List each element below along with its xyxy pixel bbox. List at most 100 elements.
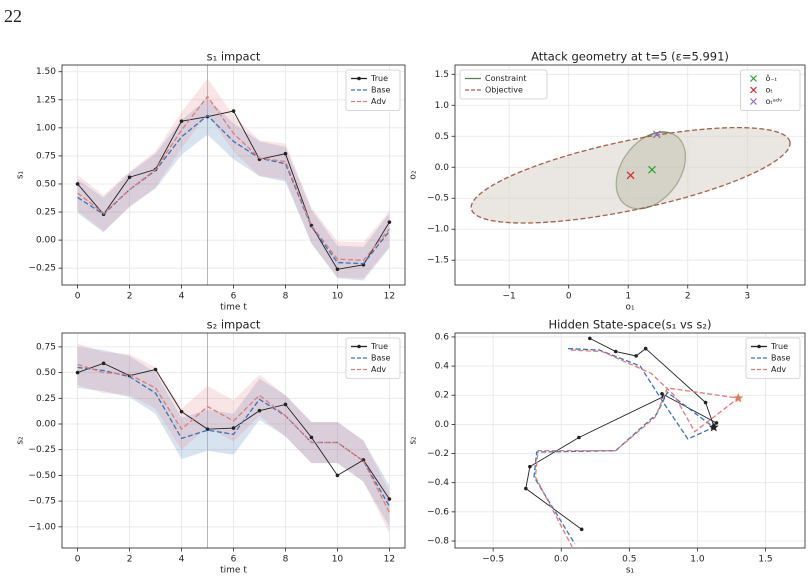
y-tick-label: −0.25 xyxy=(28,264,56,274)
y-axis-label: s₂ xyxy=(409,436,419,445)
chart-title: Hidden State-space(s₁ vs s₂) xyxy=(548,318,711,332)
band xyxy=(77,78,390,279)
x-tick-label: 1.0 xyxy=(690,555,705,565)
y-tick-label: −1.0 xyxy=(427,225,449,235)
point xyxy=(231,109,236,113)
x-tick-label: 1 xyxy=(625,292,631,302)
legend-label: ô₋ₜ xyxy=(766,73,777,83)
point xyxy=(387,497,392,501)
x-tick-label: 12 xyxy=(384,292,395,302)
point xyxy=(613,349,618,354)
plot-frame xyxy=(61,332,406,549)
point xyxy=(231,426,236,430)
point xyxy=(257,408,262,413)
highlight-star xyxy=(708,422,719,432)
legend-swatch xyxy=(757,344,761,349)
band xyxy=(77,343,390,533)
y-tick-label: 0.75 xyxy=(36,151,56,161)
plot-frame xyxy=(454,64,806,286)
x-tick-label: 2 xyxy=(685,292,691,302)
point xyxy=(75,370,80,375)
x-tick-label: 3 xyxy=(744,292,750,302)
point xyxy=(153,367,158,372)
series-line xyxy=(534,349,740,548)
x-tick-label: 1.5 xyxy=(758,555,772,565)
y-tick-label: 1.25 xyxy=(36,95,56,105)
legend-swatch xyxy=(750,86,757,94)
point xyxy=(387,220,392,224)
point xyxy=(101,361,106,366)
x-tick-label: −0.5 xyxy=(482,555,504,565)
x-tick-label: 8 xyxy=(283,555,289,565)
point xyxy=(577,435,581,440)
point xyxy=(361,458,366,462)
y-tick-label: 0.00 xyxy=(36,419,56,429)
legend-label: True xyxy=(770,342,788,351)
point xyxy=(179,409,184,414)
y-tick-label: 1.50 xyxy=(36,67,56,77)
y-tick-label: −1.00 xyxy=(28,522,56,532)
point xyxy=(335,473,340,478)
legend-swatch xyxy=(750,75,757,82)
legend-box xyxy=(459,69,548,100)
x-tick-label: 0.0 xyxy=(554,555,569,565)
y-tick-label: −0.50 xyxy=(28,471,56,481)
y-axis-label: o₂ xyxy=(409,170,419,180)
y-tick-label: 1.0 xyxy=(435,101,450,111)
plot-content xyxy=(75,65,392,285)
plot-frame xyxy=(454,332,806,549)
series-line xyxy=(77,366,390,507)
y-tick-label: 1.5 xyxy=(435,70,449,80)
legend-label: Objective xyxy=(485,86,523,95)
x-tick-label: 6 xyxy=(231,292,237,302)
y-tick-label: 0.2 xyxy=(435,391,449,401)
y-tick-label: 0.5 xyxy=(435,132,449,142)
series-line xyxy=(77,363,390,513)
x-marker xyxy=(652,130,661,139)
x-tick-label: 0.5 xyxy=(622,555,636,565)
chart-title: Attack geometry at t=5 (ε=5.991) xyxy=(531,50,729,64)
y-tick-label: 0.25 xyxy=(36,208,56,218)
band xyxy=(77,98,390,281)
plot-content xyxy=(524,336,744,548)
point xyxy=(714,421,719,425)
plot-content xyxy=(470,126,791,224)
series-line xyxy=(533,347,716,545)
legend-label: True xyxy=(370,74,388,83)
y-axis-label: s₁ xyxy=(16,170,26,179)
x-axis-label: s₁ xyxy=(626,566,635,576)
point xyxy=(524,486,528,491)
point xyxy=(588,336,592,341)
point xyxy=(528,464,532,469)
x-tick-label: 6 xyxy=(231,555,237,565)
point xyxy=(127,175,132,180)
band xyxy=(77,346,390,527)
point xyxy=(579,527,584,532)
legend-swatch xyxy=(357,344,361,349)
point xyxy=(660,391,664,396)
y-tick-label: −0.2 xyxy=(427,449,449,459)
chart-title: s₁ impact xyxy=(207,50,261,64)
y-tick-label: 0.6 xyxy=(435,332,450,342)
x-tick-label: 4 xyxy=(179,292,185,302)
x-marker xyxy=(626,171,635,180)
x-tick-label: 12 xyxy=(384,555,395,565)
legend-label: Base xyxy=(371,86,391,95)
plot-frame xyxy=(61,64,406,286)
y-tick-label: 0.0 xyxy=(435,163,450,173)
legend-label: Adv xyxy=(371,365,386,374)
point xyxy=(335,267,340,272)
legend-label: Adv xyxy=(771,365,786,374)
series-line xyxy=(77,114,390,265)
series-line xyxy=(77,95,390,261)
legend-swatch xyxy=(357,76,361,81)
y-tick-label: 1.00 xyxy=(36,123,56,133)
legend-label: Constraint xyxy=(485,74,526,83)
y-tick-label: 0.25 xyxy=(36,394,56,404)
y-axis-label: s₂ xyxy=(16,436,26,445)
y-tick-label: 0.00 xyxy=(36,236,56,246)
x-axis-label: time t xyxy=(220,303,247,313)
point xyxy=(283,151,288,156)
legend-label: oₜᵃᵈᵛ xyxy=(766,97,783,106)
